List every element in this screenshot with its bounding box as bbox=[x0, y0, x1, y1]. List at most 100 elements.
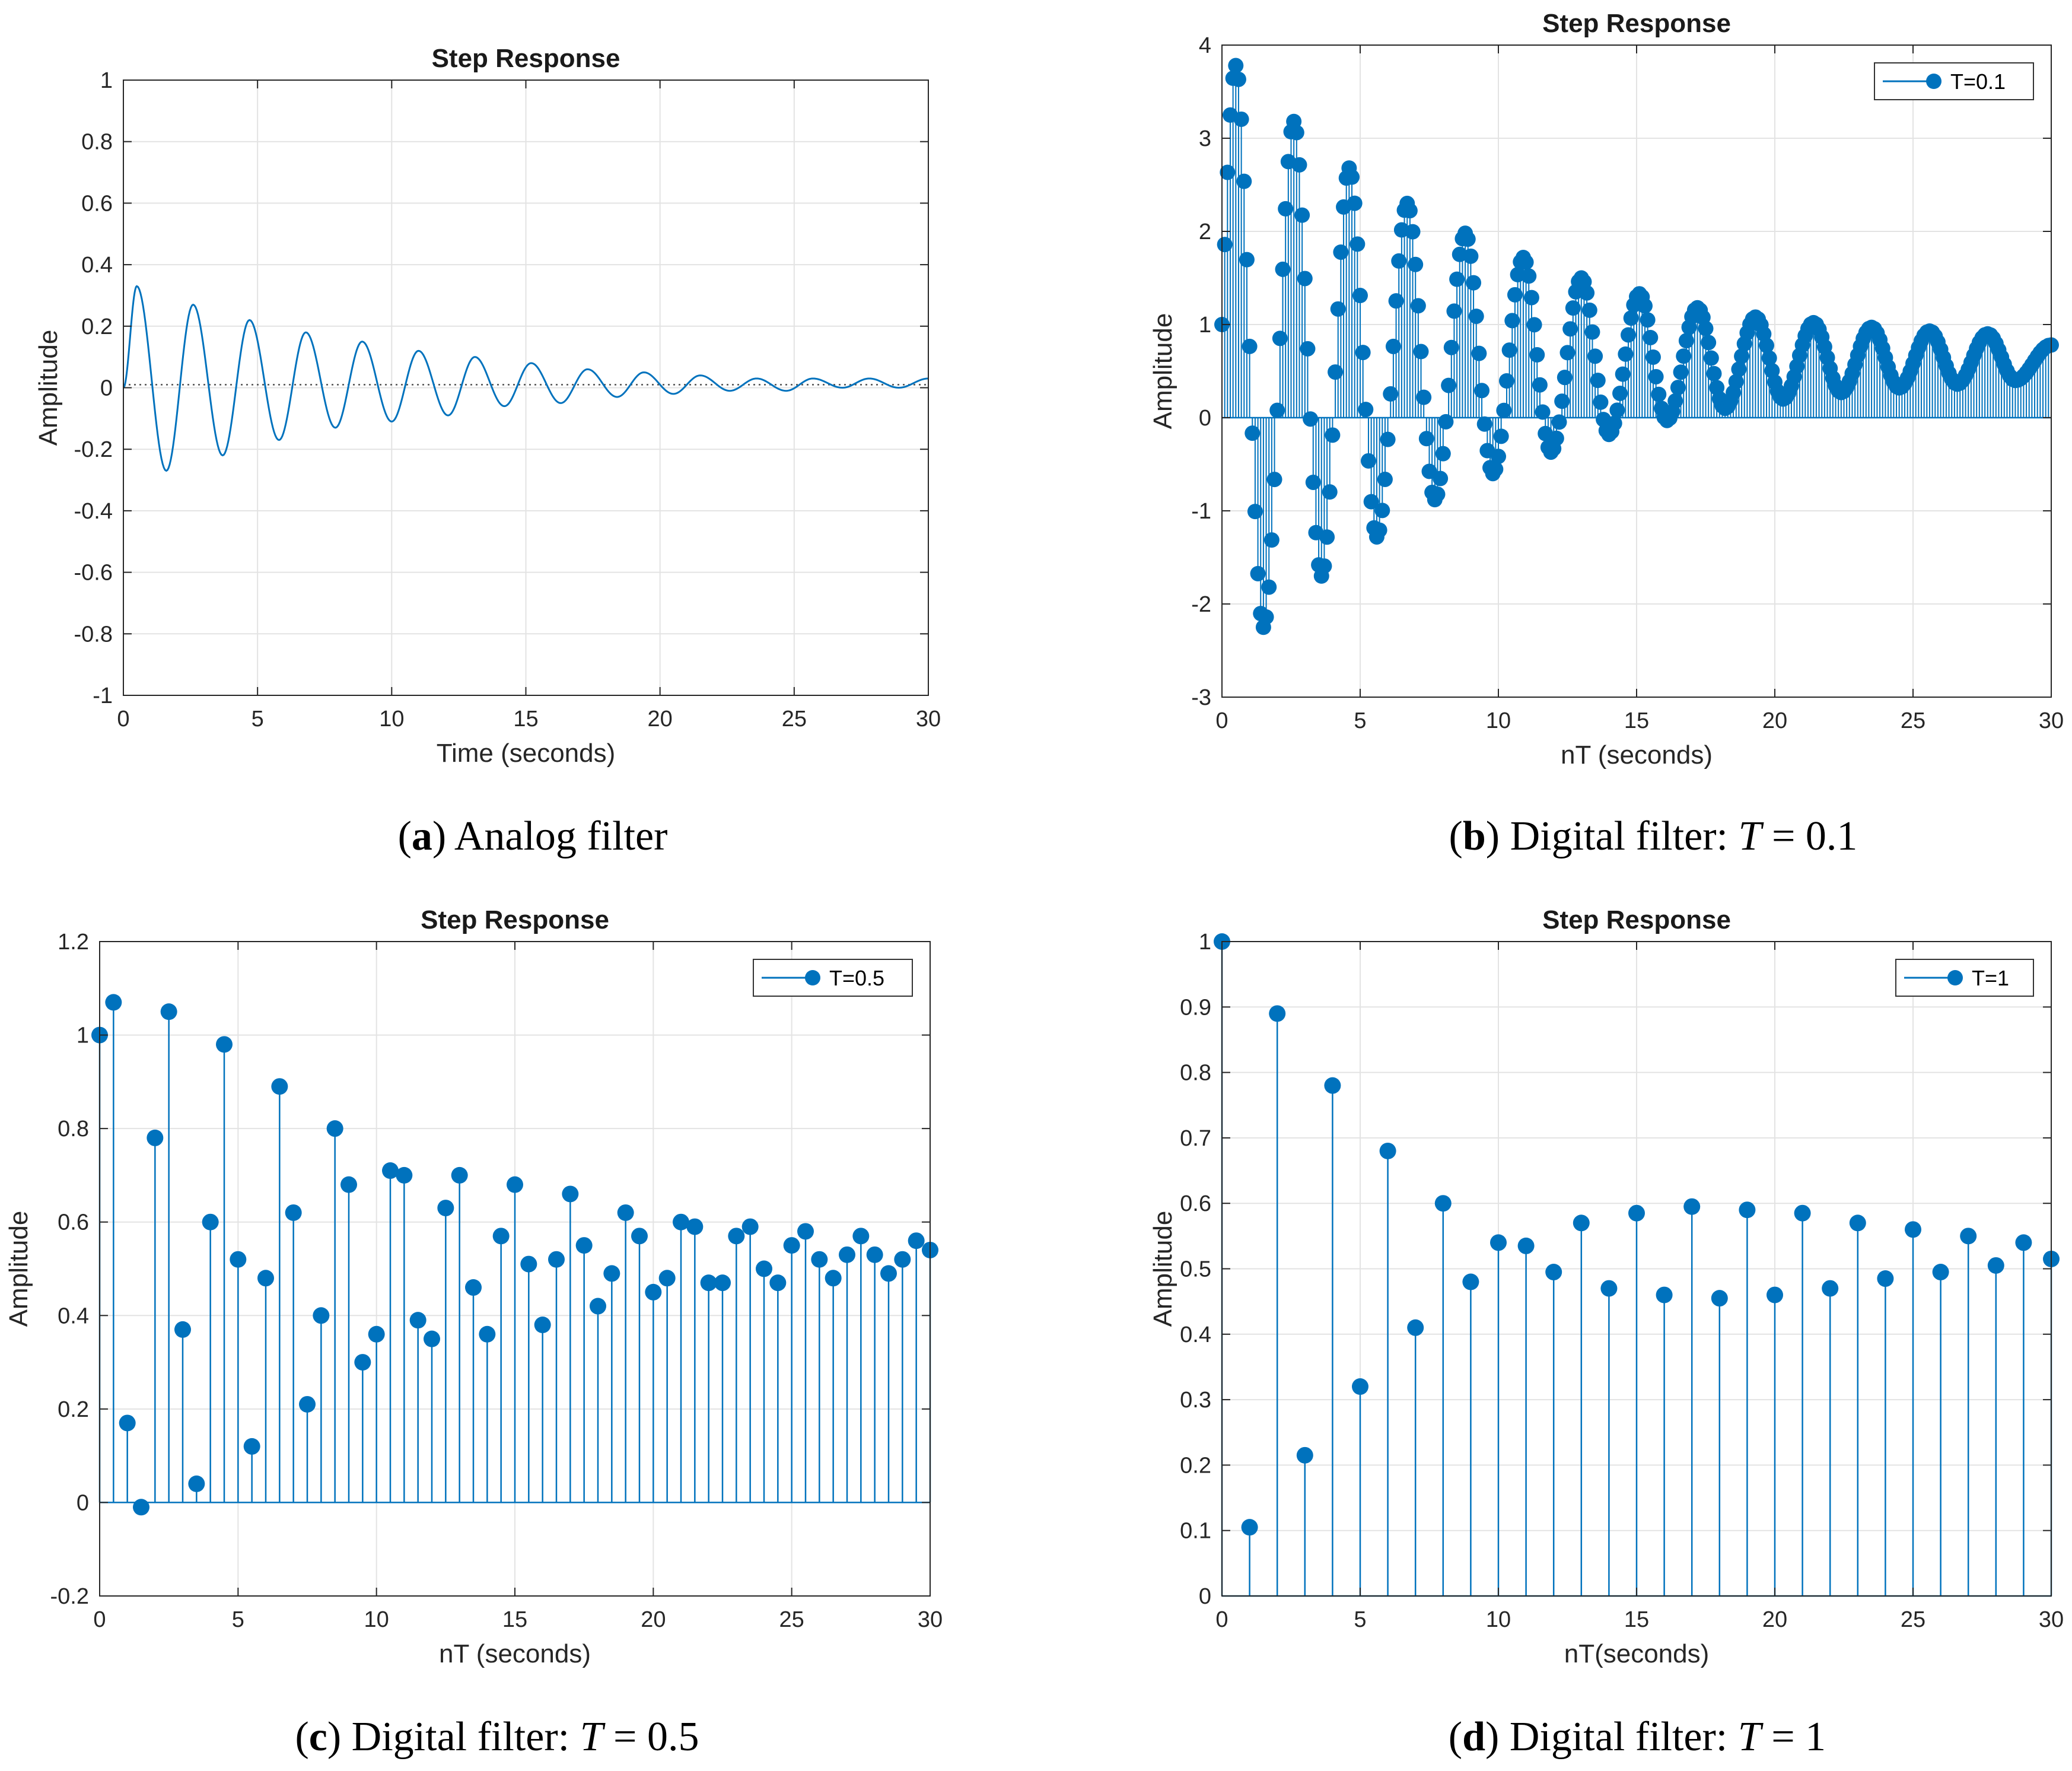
legend-marker bbox=[1947, 970, 1963, 985]
x-tick-label: 20 bbox=[1762, 708, 1787, 733]
stem-marker bbox=[1501, 342, 1517, 358]
y-tick-label: 2 bbox=[1199, 220, 1211, 244]
stem-marker bbox=[1275, 261, 1291, 277]
stem-marker bbox=[340, 1176, 357, 1193]
stem-marker bbox=[1932, 1264, 1949, 1281]
caption: (b) Digital filter: T = 0.1 bbox=[1449, 813, 1858, 859]
stem-marker bbox=[1609, 402, 1625, 418]
stem-marker bbox=[1521, 268, 1537, 284]
stem-marker bbox=[382, 1162, 399, 1179]
y-tick-label: -0.6 bbox=[74, 561, 113, 586]
stem-marker bbox=[1523, 290, 1539, 306]
stem-marker bbox=[1701, 335, 1717, 351]
x-tick-label: 30 bbox=[918, 1607, 943, 1632]
stem-marker bbox=[1711, 1290, 1728, 1307]
stem-marker bbox=[575, 1237, 593, 1254]
stem-marker bbox=[1676, 348, 1692, 364]
stem-marker bbox=[1441, 377, 1457, 393]
stem-marker bbox=[1640, 312, 1656, 328]
stem-marker bbox=[1421, 463, 1437, 479]
stem-marker bbox=[1987, 1257, 2004, 1274]
stem-marker bbox=[479, 1325, 496, 1343]
stem-marker bbox=[1374, 503, 1390, 519]
stem-marker bbox=[520, 1255, 537, 1273]
y-tick-label: 0.6 bbox=[81, 191, 113, 216]
y-tick-label: 0.8 bbox=[1180, 1061, 1211, 1086]
y-tick-label: 3 bbox=[1199, 126, 1211, 151]
stem-marker bbox=[1269, 1005, 1286, 1022]
y-tick-label: 0.3 bbox=[1180, 1388, 1211, 1413]
stem-marker bbox=[769, 1274, 787, 1292]
stem-marker bbox=[1291, 157, 1307, 173]
y-tick-label: 0.4 bbox=[58, 1303, 89, 1328]
stem-marker bbox=[188, 1475, 205, 1492]
y-tick-label: 0.9 bbox=[1180, 995, 1211, 1020]
stem-marker bbox=[894, 1251, 911, 1268]
y-tick-label: 0.2 bbox=[1180, 1453, 1211, 1478]
stem-marker bbox=[1352, 288, 1368, 304]
stem-marker bbox=[590, 1298, 606, 1315]
x-tick-label: 5 bbox=[1354, 708, 1366, 733]
stem-marker bbox=[700, 1274, 717, 1292]
stem-marker bbox=[1621, 327, 1637, 343]
x-tick-label: 20 bbox=[641, 1607, 666, 1632]
y-tick-label: 0.8 bbox=[81, 130, 113, 155]
stem-marker bbox=[866, 1246, 883, 1263]
stem-marker bbox=[1377, 471, 1393, 487]
stem-marker bbox=[1355, 345, 1371, 361]
x-tick-label: 30 bbox=[916, 707, 941, 732]
stem-marker bbox=[1294, 207, 1310, 223]
stem-marker bbox=[1233, 111, 1249, 127]
stem-marker bbox=[230, 1251, 247, 1268]
stem-marker bbox=[1245, 425, 1261, 441]
stem-marker bbox=[1471, 345, 1487, 361]
stem-marker bbox=[2015, 1234, 2032, 1251]
y-tick-label: 0.6 bbox=[58, 1210, 89, 1235]
stem-marker bbox=[1584, 324, 1600, 340]
x-tick-label: 0 bbox=[93, 1607, 106, 1632]
stem-marker bbox=[1731, 361, 1747, 377]
stem-marker bbox=[1410, 298, 1426, 314]
stem-marker bbox=[728, 1228, 745, 1245]
stem-marker bbox=[1488, 461, 1504, 477]
stem-marker bbox=[1247, 504, 1263, 520]
stem-marker bbox=[1416, 389, 1432, 405]
caption-letter: a bbox=[412, 813, 432, 859]
stem-marker bbox=[313, 1307, 330, 1324]
stem-marker bbox=[1581, 302, 1597, 318]
stem-marker bbox=[1430, 487, 1446, 503]
stem-marker bbox=[1228, 58, 1244, 74]
stem-marker bbox=[1554, 393, 1570, 409]
stem-marker bbox=[1391, 253, 1407, 269]
stem-marker bbox=[147, 1129, 164, 1146]
stem-marker bbox=[1438, 414, 1454, 430]
stem-marker bbox=[1236, 173, 1252, 189]
stem-marker bbox=[1651, 386, 1667, 402]
stem-marker bbox=[1579, 285, 1595, 301]
stem-marker bbox=[1413, 344, 1429, 360]
stem-marker bbox=[1628, 1204, 1645, 1222]
x-tick-label: 15 bbox=[1624, 708, 1649, 733]
stem-marker bbox=[1529, 347, 1545, 363]
stem-marker bbox=[271, 1078, 288, 1095]
x-tick-label: 25 bbox=[779, 1607, 804, 1632]
stem-marker bbox=[880, 1265, 897, 1282]
chart-title: Step Response bbox=[1542, 905, 1731, 934]
stem-marker bbox=[1587, 348, 1603, 364]
stem-marker bbox=[1358, 402, 1374, 418]
stem-marker bbox=[507, 1176, 523, 1193]
stem-marker bbox=[1352, 1378, 1368, 1395]
stem-marker bbox=[1670, 380, 1686, 396]
stem-marker bbox=[1593, 394, 1609, 410]
stem-marker bbox=[1600, 1280, 1618, 1297]
y-tick-label: -1 bbox=[93, 683, 113, 708]
x-tick-label: 20 bbox=[648, 707, 673, 732]
stem-marker bbox=[1408, 256, 1424, 272]
stem-marker bbox=[1322, 484, 1338, 500]
stem-marker bbox=[673, 1213, 689, 1231]
stem-marker bbox=[1683, 1198, 1701, 1215]
chart-a: 0 5 10 15 20 25 30 -1 -0.8 -0.6 -0.4 -0.2 0 0.2 0.4 0.6… bbox=[34, 44, 941, 768]
stem-marker bbox=[645, 1283, 662, 1301]
x-tick-label: 5 bbox=[1354, 1607, 1366, 1632]
stem-marker bbox=[1490, 1234, 1507, 1251]
